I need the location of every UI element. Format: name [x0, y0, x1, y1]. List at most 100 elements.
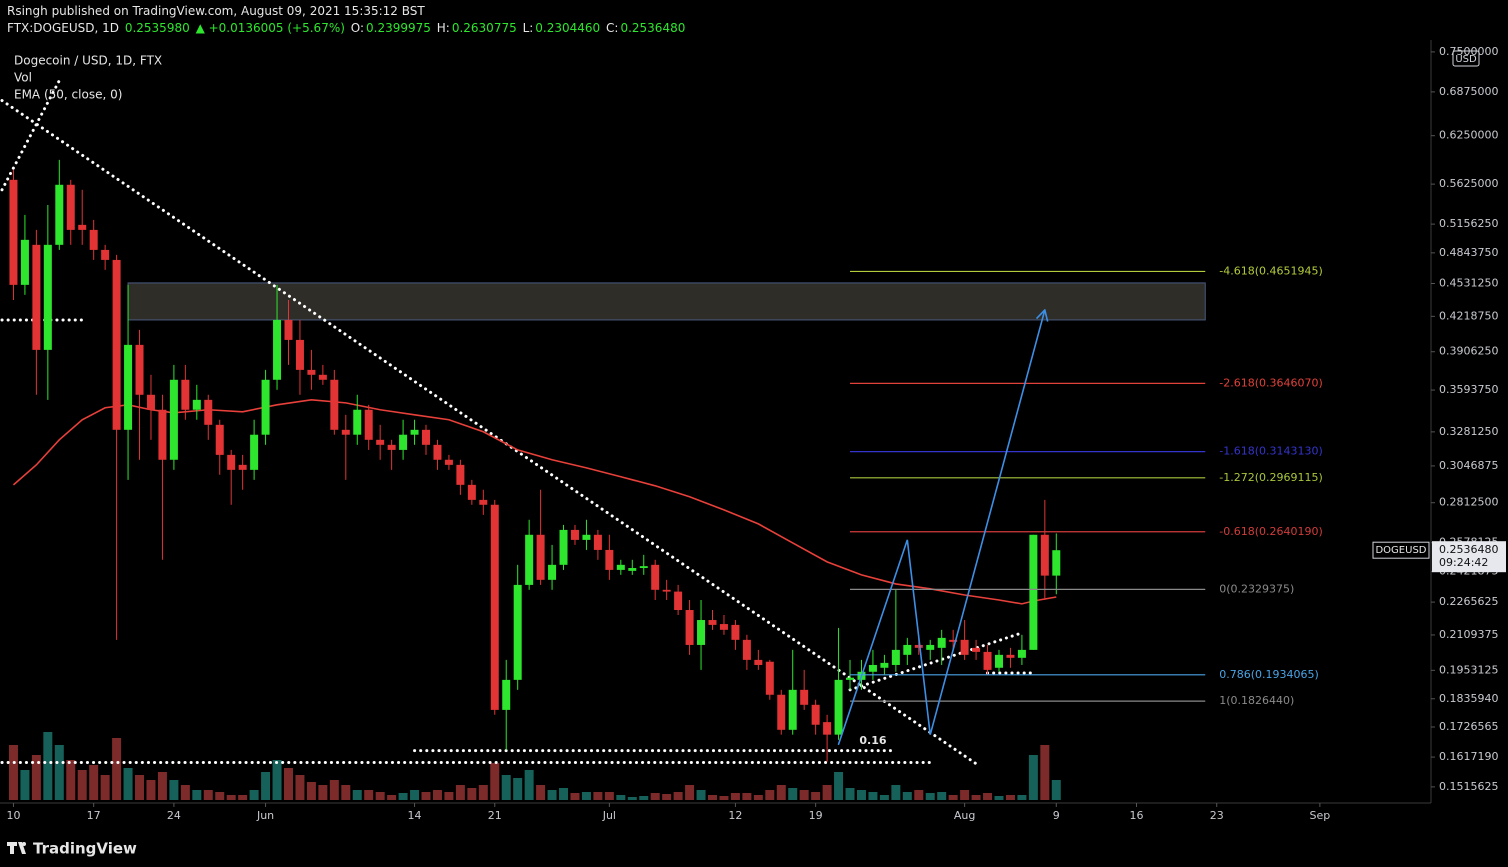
candle-body — [318, 374, 327, 380]
volume-bar — [341, 785, 351, 800]
volume-bar — [937, 792, 947, 800]
fib-label: -1.272(0.2969115) — [1219, 471, 1323, 484]
candle-body — [754, 659, 763, 665]
volume-bar — [329, 780, 339, 800]
candle-body — [605, 549, 614, 570]
candle-body — [307, 369, 316, 375]
x-tick-label: 21 — [488, 809, 502, 822]
last-price-box — [1432, 541, 1506, 573]
ohlc-label: L: — [522, 21, 534, 35]
volume-bar — [948, 795, 958, 800]
volume-bar — [581, 792, 591, 800]
volume-bar — [799, 790, 809, 800]
volume-bar — [719, 796, 729, 800]
volume-bar — [730, 793, 740, 800]
header-line: Rsingh published on TradingView.com, Aug… — [7, 4, 427, 18]
volume-bar — [1040, 745, 1050, 800]
volume-bar — [834, 772, 844, 800]
candle-body — [811, 704, 820, 725]
candle-body — [261, 379, 270, 435]
volume-bar — [261, 772, 271, 800]
candle-body — [215, 424, 224, 455]
volume-bar — [283, 768, 293, 800]
candle-body — [834, 679, 843, 735]
volume-bar — [902, 792, 912, 800]
x-tick-label: 12 — [728, 809, 742, 822]
candle-body — [490, 504, 499, 710]
candle-body — [250, 434, 259, 470]
candle-body — [823, 722, 832, 735]
volume-bar — [387, 795, 397, 800]
candle-body — [868, 664, 877, 672]
fib-label: -2.618(0.3646070) — [1219, 376, 1323, 389]
candle-body — [937, 637, 946, 648]
volume-bar — [100, 775, 110, 800]
brand: TradingView — [33, 840, 137, 858]
candle-body — [410, 429, 419, 435]
candle-body — [66, 184, 75, 230]
fib-label: 1(0.1826440) — [1219, 694, 1294, 707]
volume-bar — [662, 794, 672, 800]
volume-bar — [478, 785, 488, 800]
last-price: 0.2536480 — [1439, 543, 1499, 556]
candle-body — [960, 639, 969, 655]
candle-body — [548, 564, 557, 580]
volume-bar — [891, 785, 901, 800]
volume-bar — [203, 790, 213, 800]
volume-bar — [352, 790, 362, 800]
candle-body — [880, 662, 889, 668]
candle-body — [846, 677, 855, 680]
arrow-head — [1035, 309, 1046, 320]
volume-bar — [467, 788, 477, 800]
candle-body — [708, 620, 717, 625]
change: ▲ +0.0136005 (+5.67%) — [195, 21, 345, 35]
ohlc-value: 0.2536480 — [620, 21, 686, 35]
candle-body — [639, 566, 648, 569]
candle-body — [674, 591, 683, 611]
y-tick-label: 0.1726565 — [1439, 720, 1499, 733]
candle-body — [1029, 534, 1038, 650]
candle-body — [903, 644, 912, 655]
y-tick-label: 0.6875000 — [1439, 85, 1499, 98]
ohlc-label: C: — [606, 21, 619, 35]
volume-bar — [570, 793, 580, 800]
volume-bar — [20, 770, 30, 800]
candle-body — [55, 184, 64, 245]
volume-bar — [811, 792, 821, 800]
volume-bar — [513, 778, 523, 800]
volume-bar — [215, 792, 225, 800]
candle-body — [926, 644, 935, 650]
volume-bar — [616, 795, 626, 800]
volume-bar — [845, 788, 855, 800]
volume-bar — [249, 790, 259, 800]
ohlc-label: H: — [436, 21, 450, 35]
volume-bar — [925, 793, 935, 800]
candle-body — [43, 244, 52, 350]
y-tick-label: 0.1617190 — [1439, 750, 1499, 763]
volume-bar — [31, 755, 41, 800]
candle-body — [502, 679, 511, 710]
candle-body — [238, 464, 247, 470]
zone — [127, 282, 1206, 321]
candle-body — [192, 399, 201, 410]
volume-bar — [776, 785, 786, 800]
annotation: 0.16 — [859, 734, 886, 747]
volume-bar — [822, 785, 832, 800]
volume-bar — [398, 793, 408, 800]
candle-body — [662, 589, 671, 592]
volume-bar — [708, 795, 717, 800]
candle-body — [364, 409, 373, 440]
fib-label: 0(0.2329375) — [1219, 582, 1294, 595]
candle-body — [295, 339, 304, 370]
volume-bar — [868, 792, 878, 800]
y-tick-label: 0.2265625 — [1439, 595, 1499, 608]
candle-body — [891, 649, 900, 665]
volume-bar — [8, 745, 18, 800]
candle-body — [146, 394, 155, 410]
y-tick-label: 0.5156250 — [1439, 217, 1499, 230]
candle-body — [433, 444, 442, 460]
candle-body — [765, 661, 774, 695]
candle-body — [628, 568, 637, 571]
